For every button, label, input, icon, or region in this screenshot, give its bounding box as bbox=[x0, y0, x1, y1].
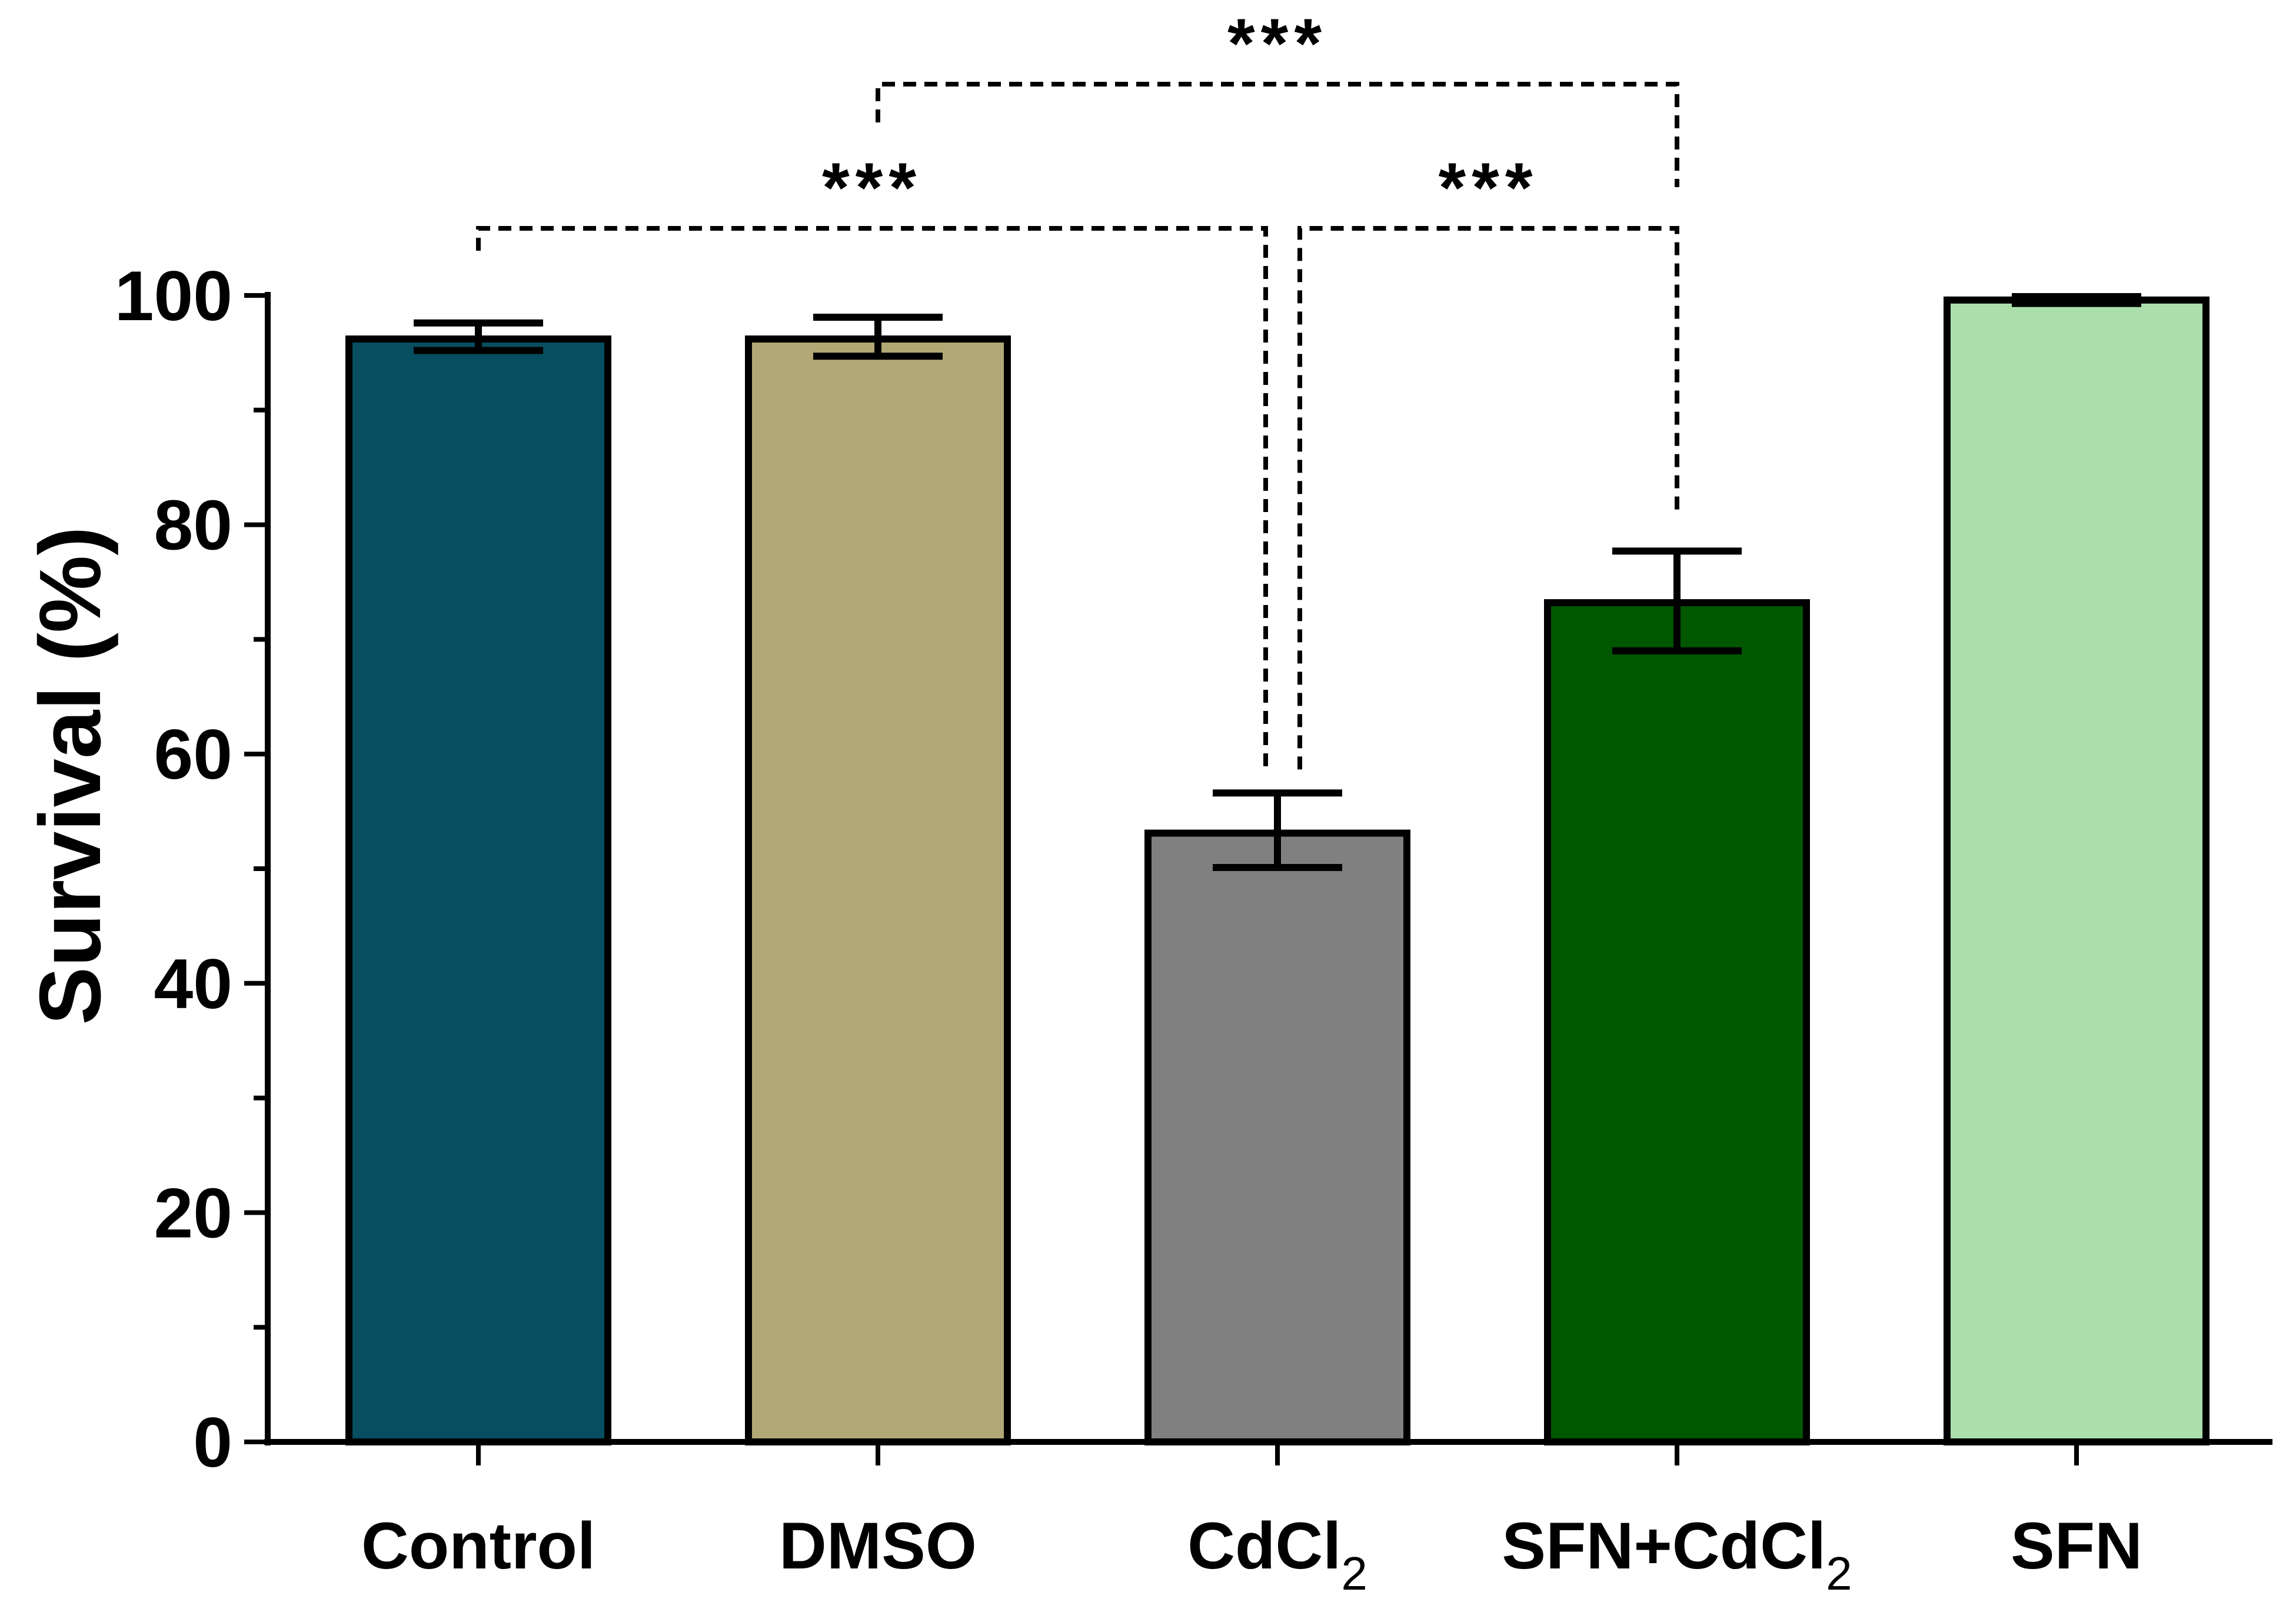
bar-3 bbox=[1544, 599, 1810, 1445]
bar-0 bbox=[345, 335, 611, 1445]
error-bars-layer bbox=[414, 293, 2141, 872]
axes-layer: 0 20 40 60 80 100 Control DMSO CdCl2 SFN+CdCl2 SFN bbox=[115, 257, 2272, 1600]
bar-2 bbox=[1144, 829, 1410, 1445]
x-tick-label-2: CdCl2 bbox=[1187, 1509, 1367, 1599]
bar-4 bbox=[1944, 296, 2210, 1445]
x-tick-label-4: SFN bbox=[2011, 1509, 2142, 1583]
x-tick-label-1: DMSO bbox=[779, 1509, 977, 1583]
significance-label-0: *** bbox=[822, 148, 922, 227]
x-tick-label-3: SFN+CdCl2 bbox=[1502, 1509, 1852, 1599]
significance-bracket-2 bbox=[876, 82, 1679, 187]
significance-label-1: *** bbox=[1438, 148, 1538, 227]
significance-bracket-0 bbox=[476, 226, 1268, 770]
significance-layer: *** *** *** bbox=[476, 4, 1679, 770]
y-axis-label: Survival (%) bbox=[22, 526, 119, 1025]
y-tick-label-20: 20 bbox=[154, 1174, 232, 1252]
significance-bracket-1 bbox=[1297, 226, 1679, 770]
y-tick-label-40: 40 bbox=[154, 945, 232, 1023]
y-tick-label-100: 100 bbox=[115, 257, 232, 335]
y-tick-label-80: 80 bbox=[154, 486, 232, 565]
significance-label-2: *** bbox=[1227, 4, 1327, 83]
bar-1 bbox=[745, 335, 1011, 1445]
y-tick-label-0: 0 bbox=[193, 1403, 232, 1482]
y-tick-label-60: 60 bbox=[154, 715, 232, 794]
x-tick-label-0: Control bbox=[361, 1509, 595, 1583]
